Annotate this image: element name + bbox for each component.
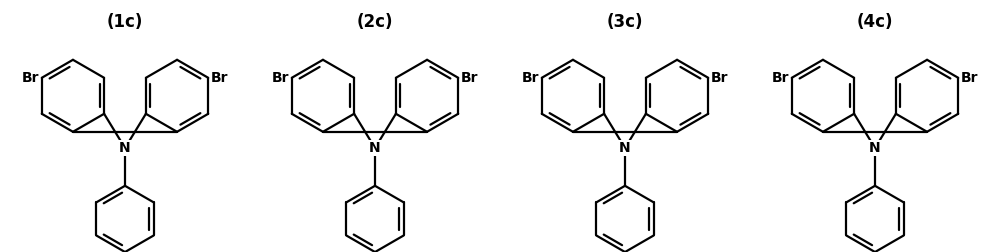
Text: Br: Br [271, 71, 289, 85]
Text: Br: Br [771, 71, 789, 85]
Text: Br: Br [521, 71, 539, 85]
Text: Br: Br [211, 71, 229, 85]
Text: Br: Br [711, 71, 729, 85]
Text: Br: Br [961, 71, 979, 85]
Text: (1c): (1c) [107, 13, 143, 31]
Text: N: N [869, 141, 881, 155]
Text: N: N [119, 141, 131, 155]
Text: N: N [619, 141, 631, 155]
Text: Br: Br [21, 71, 39, 85]
Text: N: N [369, 141, 381, 155]
Text: (3c): (3c) [607, 13, 643, 31]
Text: (4c): (4c) [857, 13, 893, 31]
Text: Br: Br [461, 71, 479, 85]
Text: (2c): (2c) [357, 13, 393, 31]
